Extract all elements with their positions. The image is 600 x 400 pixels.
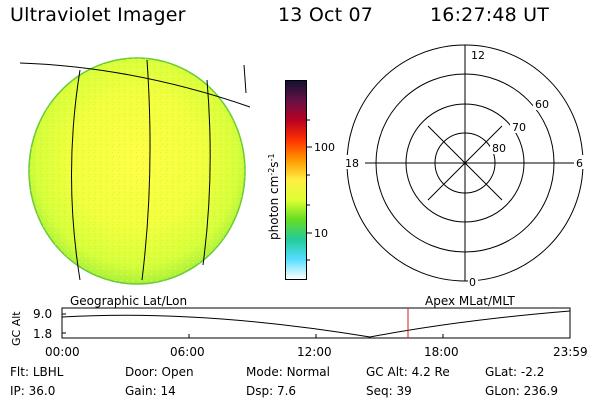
mlt-label-6: 6 bbox=[576, 157, 583, 170]
colorbar-tick-10: 10 bbox=[314, 227, 328, 240]
longitude-line-3 bbox=[202, 79, 211, 266]
altitude-plot-frame bbox=[61, 307, 571, 339]
geographic-label: Geographic Lat/Lon bbox=[70, 294, 188, 308]
altitude-ytick-high: 9.0 bbox=[33, 307, 52, 321]
info-door: Door: Open bbox=[125, 365, 194, 379]
xtick-1800: 18:00 bbox=[424, 345, 459, 359]
lat-label-70: 70 bbox=[512, 121, 526, 134]
info-gain: Gain: 14 bbox=[125, 384, 176, 398]
latitude-line bbox=[19, 62, 251, 108]
xtick-0000: 00:00 bbox=[45, 345, 80, 359]
polar-plot: 12 18 6 0 60 70 80 bbox=[343, 44, 588, 289]
info-glat: GLat: -2.2 bbox=[485, 365, 545, 379]
svg-text:photon cm-2s-1: photon cm-2s-1 bbox=[267, 153, 281, 240]
polar-diagonal-2 bbox=[427, 125, 503, 201]
longitude-line-4 bbox=[243, 64, 247, 94]
earth-image bbox=[19, 57, 251, 285]
altitude-ylabel: GC Alt bbox=[10, 311, 23, 346]
earth-texture bbox=[29, 58, 245, 284]
info-gc-alt: GC Alt: 4.2 Re bbox=[366, 365, 450, 379]
longitude-line-1 bbox=[71, 69, 81, 281]
lat-label-60: 60 bbox=[535, 98, 549, 111]
xtick-1200: 12:00 bbox=[297, 345, 332, 359]
info-filter: Flt: LBHL bbox=[10, 365, 64, 379]
colorbar-ticks: 100 10 bbox=[307, 119, 335, 261]
info-mode: Mode: Normal bbox=[246, 365, 330, 379]
altitude-plot: GC Alt 9.0 1.8 00:00 06:00 12:00 18:00 2… bbox=[10, 307, 588, 359]
longitude-line-2 bbox=[141, 59, 151, 281]
xtick-2359: 23:59 bbox=[553, 345, 588, 359]
colorbar-unit-label: photon cm-2s-1 bbox=[267, 153, 281, 240]
colorbar bbox=[285, 80, 307, 280]
lat-label-80: 80 bbox=[492, 142, 506, 155]
xtick-0600: 06:00 bbox=[170, 345, 205, 359]
mlt-label-18: 18 bbox=[345, 157, 359, 170]
apex-label: Apex MLat/MLT bbox=[425, 294, 515, 308]
time-label: 16:27:48 UT bbox=[430, 4, 550, 26]
mlt-label-12: 12 bbox=[471, 49, 485, 62]
info-ip: IP: 36.0 bbox=[10, 384, 56, 398]
altitude-ytick-low: 1.8 bbox=[33, 327, 52, 341]
info-seq: Seq: 39 bbox=[366, 384, 412, 398]
colorbar-tick-100: 100 bbox=[314, 141, 335, 154]
app-title: Ultraviolet Imager bbox=[10, 4, 186, 26]
info-dsp: Dsp: 7.6 bbox=[246, 384, 297, 398]
date-label: 13 Oct 07 bbox=[278, 4, 374, 26]
altitude-curve bbox=[61, 310, 571, 338]
info-glon: GLon: 236.9 bbox=[485, 384, 558, 398]
mlt-label-0: 0 bbox=[469, 276, 476, 289]
